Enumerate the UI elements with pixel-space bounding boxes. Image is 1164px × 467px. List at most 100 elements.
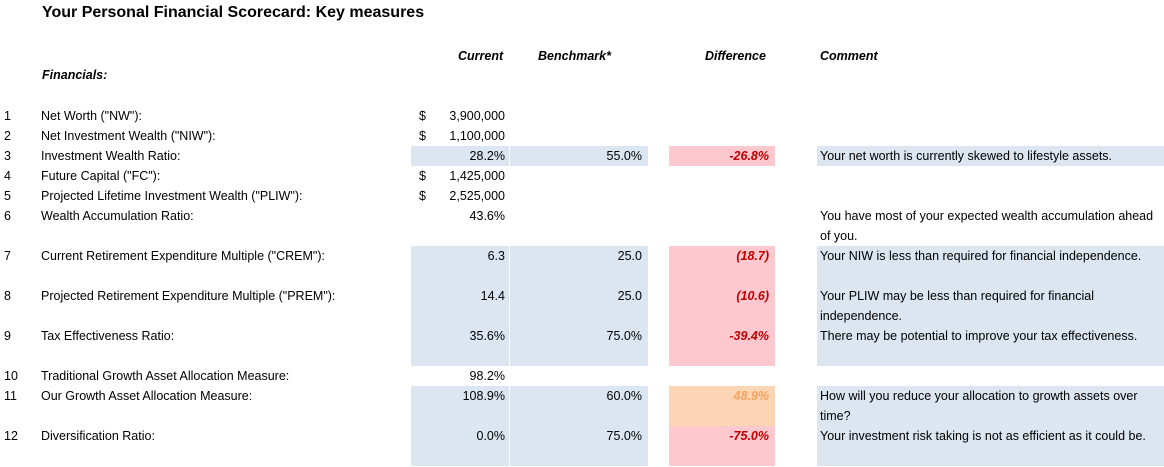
current-value: 1,100,000 xyxy=(449,129,505,143)
row-number: 5 xyxy=(4,189,11,203)
difference-value xyxy=(669,366,775,386)
current-cell: 6.3 xyxy=(411,246,509,286)
current-cell: $2,525,000 xyxy=(411,186,509,206)
current-value: 6.3 xyxy=(487,249,505,263)
current-cell: 108.9% xyxy=(411,386,509,426)
comment-text xyxy=(817,166,1164,186)
row-number: 7 xyxy=(4,249,11,263)
table-row: 4 Future Capital ("FC"): $1,425,000 xyxy=(0,166,1164,186)
row-number: 11 xyxy=(4,389,17,403)
difference-value xyxy=(669,186,775,206)
current-value: 108.9% xyxy=(462,389,505,403)
current-value: 1,425,000 xyxy=(449,169,505,183)
current-cell: 98.2% xyxy=(411,366,509,386)
comment-text: Your PLIW may be less than required for … xyxy=(817,286,1164,326)
current-value: 0.0% xyxy=(476,429,506,443)
benchmark-value: 25.0 xyxy=(510,286,648,326)
currency-symbol: $ xyxy=(419,129,426,143)
difference-value xyxy=(669,106,775,126)
benchmark-value xyxy=(510,166,648,186)
current-cell: $3,900,000 xyxy=(411,106,509,126)
row-label: Diversification Ratio: xyxy=(41,429,155,443)
table-row: 6 Wealth Accumulation Ratio: 43.6% You have… xyxy=(0,206,1164,246)
row-label: Our Growth Asset Allocation Measure: xyxy=(41,389,253,403)
row-label: Traditional Growth Asset Allocation Meas… xyxy=(41,369,290,383)
page-title: Your Personal Financial Scorecard: Key m… xyxy=(42,4,425,21)
table-row: 2 Net Investment Wealth ("NIW"): $1,100,00… xyxy=(0,126,1164,146)
difference-value xyxy=(669,126,775,146)
comment-text xyxy=(817,106,1164,126)
currency-symbol: $ xyxy=(419,189,426,203)
row-label: Projected Lifetime Investment Wealth ("P… xyxy=(41,189,303,203)
current-value: 35.6% xyxy=(469,329,505,343)
current-value: 98.2% xyxy=(469,369,505,383)
benchmark-value xyxy=(510,186,648,206)
difference-value: -39.4% xyxy=(669,326,775,366)
row-number: 2 xyxy=(4,129,11,143)
table-row: 8 Projected Retirement Expenditure Multip… xyxy=(0,286,1164,326)
benchmark-value: 75.0% xyxy=(510,426,648,466)
current-cell: $1,100,000 xyxy=(411,126,509,146)
row-number: 8 xyxy=(4,289,11,303)
current-cell: 14.4 xyxy=(411,286,509,326)
row-label: Projected Retirement Expenditure Multipl… xyxy=(41,289,336,303)
row-label: Wealth Accumulation Ratio: xyxy=(41,209,194,223)
benchmark-value: 25.0 xyxy=(510,246,648,286)
row-number: 9 xyxy=(4,329,11,343)
current-value: 14.4 xyxy=(480,289,505,303)
comment-text: You have most of your expected wealth ac… xyxy=(820,209,1154,243)
current-cell: 0.0% xyxy=(411,426,509,466)
row-label: Tax Effectiveness Ratio: xyxy=(41,329,175,343)
comment-text xyxy=(817,186,1164,206)
table-row: 10 Traditional Growth Asset Allocation Me… xyxy=(0,366,1164,386)
table-row: 11 Our Growth Asset Allocation Measure: 10… xyxy=(0,386,1164,426)
header-benchmark: Benchmark* xyxy=(538,49,611,63)
row-label: Current Retirement Expenditure Multiple … xyxy=(41,249,325,263)
difference-value: (10.6) xyxy=(669,286,775,326)
table-row: 1 Net Worth ("NW"): $3,900,000 xyxy=(0,106,1164,126)
comment-text: There may be potential to improve your t… xyxy=(817,326,1164,366)
current-value: 2,525,000 xyxy=(449,189,505,203)
row-label: Net Investment Wealth ("NIW"): xyxy=(41,129,216,143)
section-label: Financials: xyxy=(42,68,108,82)
row-label: Future Capital ("FC"): xyxy=(41,169,161,183)
header-difference: Difference xyxy=(705,49,766,63)
comment-text: Your investment risk taking is not as ef… xyxy=(817,426,1164,466)
table-row: 7 Current Retirement Expenditure Multiple… xyxy=(0,246,1164,286)
table-row: 12 Diversification Ratio: 0.0% 75.0% -75.0% Y… xyxy=(0,426,1164,466)
difference-value: (18.7) xyxy=(669,246,775,286)
comment-text: How will you reduce your allocation to g… xyxy=(817,386,1164,426)
table-row: 9 Tax Effectiveness Ratio: 35.6% 75.0% -39.4… xyxy=(0,326,1164,366)
difference-value: -75.0% xyxy=(669,426,775,466)
comment-text xyxy=(817,366,1164,386)
benchmark-value xyxy=(510,106,648,126)
current-value: 43.6% xyxy=(469,209,505,223)
header-comment: Comment xyxy=(820,49,878,63)
table-row: 5 Projected Lifetime Investment Wealth ("… xyxy=(0,186,1164,206)
row-number: 10 xyxy=(4,369,18,383)
current-cell: 28.2% xyxy=(411,146,509,166)
benchmark-value: 55.0% xyxy=(510,146,648,166)
current-cell: 35.6% xyxy=(411,326,509,366)
comment-text: Your NIW is less than required for finan… xyxy=(817,246,1164,286)
difference-value xyxy=(669,206,775,246)
benchmark-value: 75.0% xyxy=(510,326,648,366)
row-label: Investment Wealth Ratio: xyxy=(41,149,181,163)
row-label: Net Worth ("NW"): xyxy=(41,109,143,123)
benchmark-value xyxy=(510,206,648,246)
benchmark-value xyxy=(510,126,648,146)
row-number: 12 xyxy=(4,429,18,443)
comment-text xyxy=(817,126,1164,146)
row-number: 6 xyxy=(4,209,11,223)
difference-value: 48.9% xyxy=(669,386,775,426)
current-value: 28.2% xyxy=(469,149,505,163)
comment-text: Your net worth is currently skewed to li… xyxy=(817,146,1164,166)
difference-value: -26.8% xyxy=(669,146,775,166)
benchmark-value xyxy=(510,366,648,386)
row-number: 1 xyxy=(4,109,11,123)
row-number: 3 xyxy=(4,149,11,163)
currency-symbol: $ xyxy=(419,109,426,123)
header-current: Current xyxy=(458,49,504,63)
table-row: 3 Investment Wealth Ratio: 28.2% 55.0% -26.8… xyxy=(0,146,1164,166)
currency-symbol: $ xyxy=(419,169,426,183)
